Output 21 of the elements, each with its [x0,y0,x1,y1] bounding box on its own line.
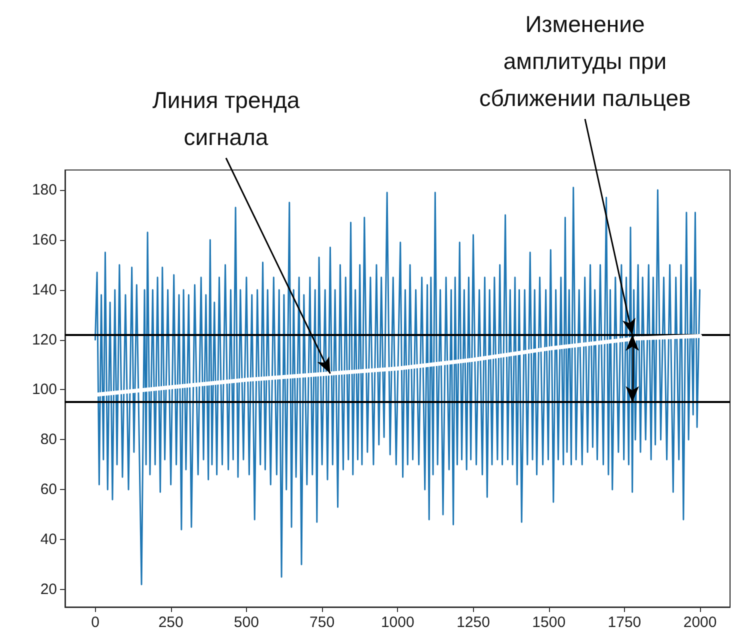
y-tick-label: 180 [32,181,57,198]
line-series [94,186,701,586]
x-tick-label: 0 [91,614,100,631]
annotation: Изменение амплитуды при сближении пальцев [478,10,692,113]
x-tick-label: 1000 [380,614,414,631]
y-tick-label: 60 [40,481,57,498]
y-tick-label: 120 [32,331,57,348]
x-tick-label: 1500 [532,614,566,631]
y-tick-label: 80 [40,431,57,448]
x-tick-label: 500 [234,614,259,631]
y-tick-label: 140 [32,281,57,298]
x-tick-label: 1750 [608,614,642,631]
x-tick-label: 1250 [456,614,490,631]
x-tick-label: 2000 [683,614,717,631]
y-tick-label: 160 [32,231,57,248]
y-tick-label: 20 [40,581,57,598]
y-tick-label: 40 [40,531,57,548]
annotation: Линия тренда сигнала [151,86,301,152]
x-tick-label: 750 [310,614,335,631]
y-tick-label: 100 [32,381,57,398]
x-tick-label: 250 [158,614,184,631]
